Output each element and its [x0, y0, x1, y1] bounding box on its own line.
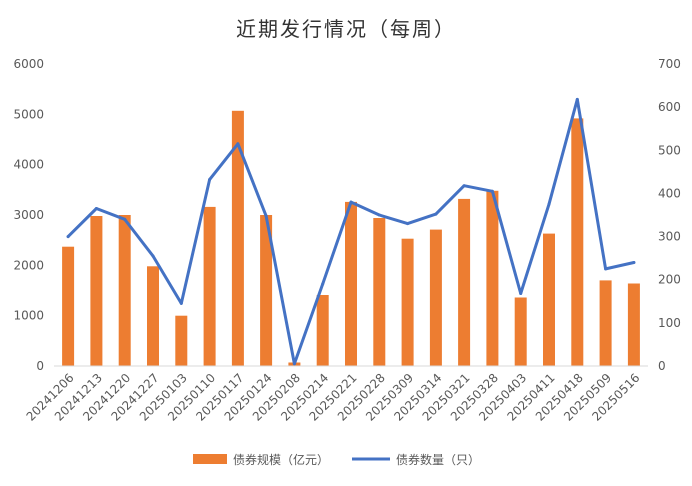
line-point-20250516	[632, 261, 636, 264]
bar-20250509	[599, 280, 612, 366]
bar-20250228	[373, 218, 386, 366]
line-point-20250411	[547, 202, 551, 206]
left-tick-label: 0	[36, 359, 44, 373]
left-tick-label: 6000	[13, 57, 44, 71]
bar-20250314	[429, 229, 442, 366]
bar-20241227	[147, 266, 159, 366]
x-axis: 2024120620241213202412202024122720250103…	[24, 365, 648, 424]
bar-20250309	[401, 238, 414, 366]
bar-20250103	[175, 315, 188, 366]
line-point-20250117	[236, 142, 240, 146]
left-axis: 0 1000 2000 3000 4000 5000 6000	[13, 57, 44, 373]
left-tick-label: 2000	[13, 258, 44, 272]
line-point-20250208	[292, 362, 296, 366]
bar-20241213	[90, 216, 103, 366]
line-point-20250403	[519, 292, 523, 295]
chart-title: 近期发行情况（每周）	[236, 17, 456, 41]
bar-20250418	[571, 118, 584, 367]
bar-20250110	[203, 206, 216, 366]
line-point-20241213	[94, 207, 98, 210]
right-tick-label: 300	[658, 230, 681, 244]
left-tick-label: 5000	[13, 107, 44, 121]
line-point-20250103	[179, 301, 183, 305]
line-series	[66, 97, 636, 366]
right-tick-label: 700	[658, 57, 681, 71]
right-tick-label: 0	[658, 359, 666, 373]
bar-20241206	[62, 246, 75, 366]
legend-label-line: 债券数量（只）	[396, 452, 480, 467]
line-point-20250214	[321, 282, 325, 286]
line-point-20250328	[490, 189, 494, 193]
line-point-20241220	[123, 217, 127, 221]
right-tick-label: 500	[658, 143, 681, 157]
legend: 债券规模（亿元） 债券数量（只）	[193, 452, 480, 467]
bar-20250403	[514, 297, 527, 366]
bar-20250411	[543, 233, 555, 366]
right-tick-label: 100	[658, 316, 681, 330]
legend-label-bar: 债券规模（亿元）	[233, 452, 329, 467]
line-point-20250124	[264, 214, 268, 218]
right-tick-label: 600	[658, 100, 681, 114]
right-tick-label: 200	[658, 273, 681, 287]
left-tick-label: 1000	[13, 309, 44, 323]
line-point-20250418	[575, 97, 579, 101]
bar-20250117	[231, 110, 244, 366]
line-point-20241227	[151, 254, 155, 258]
bar-20250214	[316, 295, 329, 366]
legend-swatch-bar	[193, 454, 227, 464]
bar-20250124	[260, 215, 273, 366]
right-tick-label: 400	[658, 186, 681, 200]
line-point-20250314	[434, 212, 438, 216]
line-point-20250321	[462, 184, 466, 188]
line-point-20250221	[349, 200, 353, 204]
line-point-20241206	[66, 235, 70, 239]
line-point-20250228	[377, 213, 381, 217]
left-tick-label: 3000	[13, 208, 44, 222]
bar-20250221	[345, 201, 357, 366]
bar-20241220	[118, 215, 131, 366]
line-point-20250509	[604, 267, 608, 271]
bar-series	[62, 110, 640, 367]
line-point-20250110	[208, 178, 212, 182]
bar-20250328	[486, 190, 499, 366]
left-tick-label: 4000	[13, 158, 44, 172]
bar-20250516	[627, 283, 640, 366]
right-axis: 0 100 200 300 400 500 600 700	[658, 57, 681, 373]
line-point-20250309	[406, 222, 410, 226]
bar-20250321	[458, 198, 471, 366]
